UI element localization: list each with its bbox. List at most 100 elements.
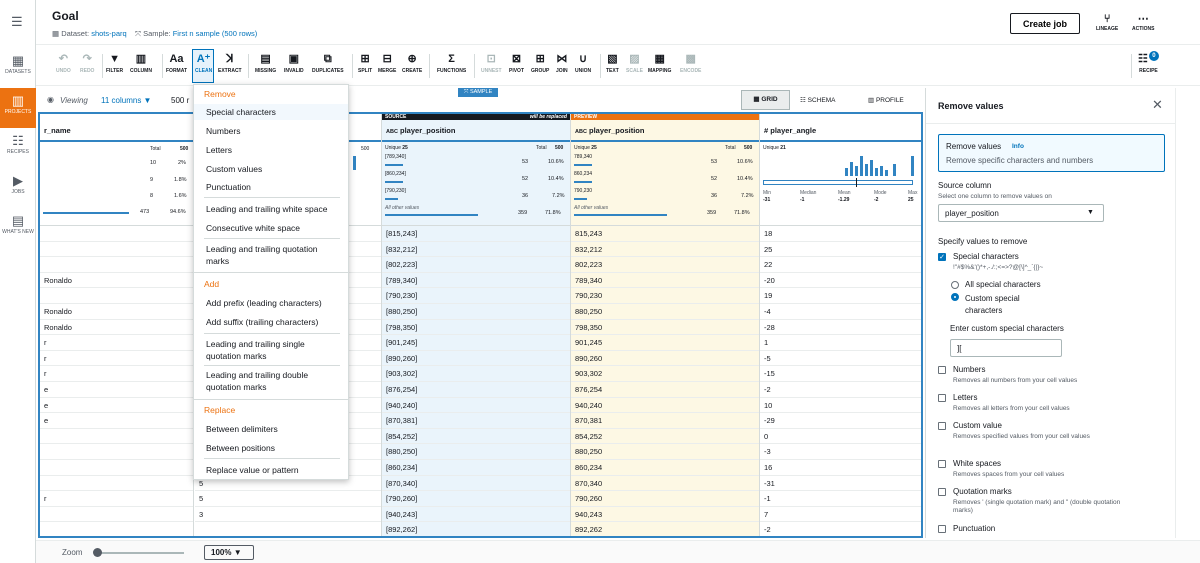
sidebar-item-recipes[interactable]: ☷ RECIPES <box>0 128 36 168</box>
table-cell[interactable]: 876,254 <box>571 382 759 398</box>
text-button[interactable]: ▧ TEXT <box>606 53 619 74</box>
info-link[interactable]: Info <box>1012 143 1024 150</box>
table-cell[interactable]: r <box>40 366 193 382</box>
table-cell[interactable]: [940,243] <box>382 507 570 523</box>
sidebar-item-datasets[interactable]: ▦ DATASETS <box>0 48 36 88</box>
table-cell[interactable]: -5 <box>760 351 921 367</box>
table-cell[interactable]: e <box>40 382 193 398</box>
table-cell[interactable]: -29 <box>760 413 921 429</box>
union-button[interactable]: ∪ UNION <box>575 53 592 74</box>
lineage-button[interactable]: ⑂ LINEAGE <box>1096 13 1119 32</box>
table-cell[interactable]: [880,250] <box>382 444 570 460</box>
table-cell[interactable]: e <box>40 413 193 429</box>
numbers-checkbox[interactable] <box>938 366 946 374</box>
table-cell[interactable]: -2 <box>760 522 921 536</box>
table-cell[interactable]: [790,260] <box>382 491 570 507</box>
table-cell[interactable]: 18 <box>760 226 921 242</box>
functions-button[interactable]: Σ FUNCTIONS <box>437 53 467 74</box>
table-cell[interactable]: -1 <box>760 491 921 507</box>
missing-button[interactable]: ▤ MISSING <box>255 53 277 74</box>
zoom-select[interactable]: 100% ▼ <box>204 545 254 560</box>
unnest-button[interactable]: ⊡ UNNEST <box>481 53 502 74</box>
table-cell[interactable]: 16 <box>760 460 921 476</box>
table-cell[interactable]: 22 <box>760 257 921 273</box>
column-header[interactable]: r_name <box>40 120 193 142</box>
table-cell[interactable]: 0 <box>760 429 921 445</box>
recipe-button[interactable]: ☷ 0 RECIPE <box>1138 51 1159 74</box>
encode-button[interactable]: ▩ ENCODE <box>680 53 702 74</box>
pivot-button[interactable]: ⊠ PIVOT <box>509 53 525 74</box>
punctuation-checkbox[interactable] <box>938 525 946 533</box>
menu-item-custom-values[interactable]: Custom values <box>206 164 263 174</box>
table-cell[interactable]: 25 <box>760 242 921 258</box>
table-cell[interactable] <box>40 226 193 242</box>
white-spaces-checkbox[interactable] <box>938 460 946 468</box>
menu-item-add-suffix[interactable]: Add suffix (trailing characters) <box>206 317 319 327</box>
profile-tab[interactable]: ▥ PROFILE <box>868 97 904 104</box>
table-cell[interactable]: 789,340 <box>571 273 759 289</box>
table-cell[interactable]: [832,212] <box>382 242 570 258</box>
menu-item-add-prefix[interactable]: Add prefix (leading characters) <box>206 298 322 308</box>
undo-button[interactable]: ↶ UNDO <box>56 53 71 74</box>
zoom-slider-handle[interactable] <box>93 548 102 557</box>
table-cell[interactable]: 880,250 <box>571 444 759 460</box>
table-cell[interactable]: [789,340] <box>382 273 570 289</box>
table-cell[interactable]: r <box>40 351 193 367</box>
column-header[interactable]: # player_angle <box>760 120 921 142</box>
sidebar-item-whats-new[interactable]: ▤ WHAT'S NEW <box>0 208 36 248</box>
menu-item-trim-quotation-marks[interactable]: Leading and trailing quotation marks <box>206 244 318 266</box>
create-job-button[interactable]: Create job <box>1010 13 1080 34</box>
table-cell[interactable]: 940,240 <box>571 398 759 414</box>
table-cell[interactable] <box>40 242 193 258</box>
table-cell[interactable]: [870,381] <box>382 413 570 429</box>
table-cell[interactable]: -3 <box>760 444 921 460</box>
redo-button[interactable]: ↷ REDO <box>80 53 95 74</box>
table-cell[interactable]: -15 <box>760 366 921 382</box>
table-cell[interactable]: [798,350] <box>382 320 570 336</box>
table-cell[interactable]: 815,243 <box>571 226 759 242</box>
special-characters-checkbox[interactable]: ✓ <box>938 253 946 261</box>
table-cell[interactable]: 790,230 <box>571 288 759 304</box>
table-cell[interactable]: 790,260 <box>571 491 759 507</box>
join-button[interactable]: ⋈ JOIN <box>556 53 568 74</box>
format-button[interactable]: Aa FORMAT <box>166 53 188 74</box>
table-cell[interactable]: 798,350 <box>571 320 759 336</box>
column-header[interactable]: ABC player_position <box>382 120 570 142</box>
table-cell[interactable]: 870,340 <box>571 476 759 492</box>
table-cell[interactable]: 892,262 <box>571 522 759 536</box>
table-cell[interactable]: 870,381 <box>571 413 759 429</box>
menu-item-letters[interactable]: Letters <box>206 145 232 155</box>
merge-button[interactable]: ⊟ MERGE <box>378 53 397 74</box>
letters-checkbox[interactable] <box>938 394 946 402</box>
table-cell[interactable]: 890,260 <box>571 351 759 367</box>
table-cell[interactable] <box>40 257 193 273</box>
table-cell[interactable]: [876,254] <box>382 382 570 398</box>
sample-link[interactable]: First n sample (500 rows) <box>172 29 258 38</box>
table-cell[interactable]: 10 <box>760 398 921 414</box>
table-cell[interactable]: -28 <box>760 320 921 336</box>
table-cell[interactable]: [880,250] <box>382 304 570 320</box>
table-cell[interactable]: 1 <box>760 335 921 351</box>
table-cell[interactable]: [870,340] <box>382 476 570 492</box>
sidebar-item-projects[interactable]: ▥ PROJECTS <box>0 88 36 128</box>
table-cell[interactable]: 940,243 <box>571 507 759 523</box>
table-cell[interactable]: -2 <box>760 382 921 398</box>
custom-value-checkbox[interactable] <box>938 422 946 430</box>
invalid-button[interactable]: ▣ INVALID <box>284 53 304 74</box>
table-cell[interactable]: [890,260] <box>382 351 570 367</box>
filter-button[interactable]: ▼ FILTER <box>106 53 124 74</box>
columns-dropdown[interactable]: 11 columns ▼ <box>101 96 152 105</box>
panel-scrollbar[interactable] <box>1175 88 1200 538</box>
column-header[interactable]: ABC player_position <box>571 120 759 142</box>
table-cell[interactable] <box>40 429 193 445</box>
column-button[interactable]: ▥ COLUMN <box>130 53 152 74</box>
table-cell[interactable]: Ronaldo <box>40 304 193 320</box>
menu-item-replace-pattern[interactable]: Replace value or pattern <box>206 465 299 475</box>
table-cell[interactable]: 7 <box>760 507 921 523</box>
table-cell[interactable]: -20 <box>760 273 921 289</box>
menu-item-double-quotation-marks[interactable]: Leading and trailing double quotation ma… <box>206 370 309 392</box>
menu-item-single-quotation-marks[interactable]: Leading and trailing single quotation ma… <box>206 339 305 361</box>
sidebar-item-jobs[interactable]: ▶ JOBS <box>0 168 36 208</box>
menu-item-between-positions[interactable]: Between positions <box>206 443 275 453</box>
menu-item-trim-whitespace[interactable]: Leading and trailing white space <box>206 204 328 214</box>
